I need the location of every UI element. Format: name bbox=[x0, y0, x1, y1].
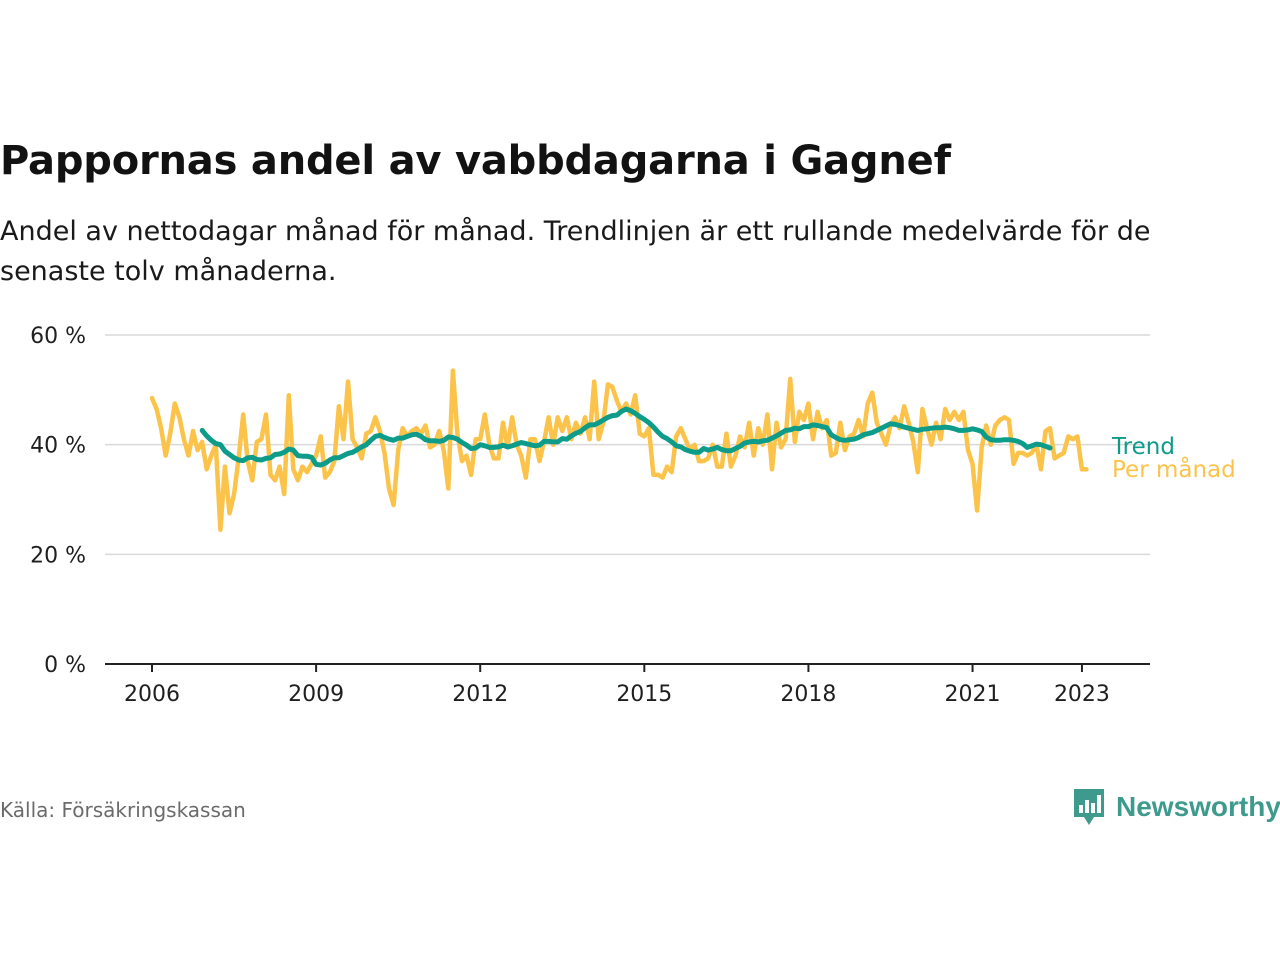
x-tick-label: 2018 bbox=[780, 682, 836, 707]
chart-subtitle: Andel av nettodagar månad för månad. Tre… bbox=[0, 216, 1151, 287]
line-chart: 0 % 20 % 40 % 60 % 2006 2009 2012 2015 2018 2021… bbox=[30, 324, 1236, 707]
series-label-trend: Trend bbox=[1111, 434, 1175, 460]
series-lines bbox=[149, 368, 1089, 532]
x-tick-label: 2009 bbox=[288, 682, 344, 707]
y-tick-label: 0 % bbox=[44, 653, 86, 678]
brand-name: Newsworthy bbox=[1116, 791, 1280, 822]
x-tick-label: 2006 bbox=[124, 682, 180, 707]
newsworthy-logo-icon bbox=[1074, 789, 1104, 825]
x-tick-label: 2023 bbox=[1054, 682, 1110, 707]
source-note: Källa: Försäkringskassan bbox=[0, 798, 246, 822]
x-tick-label: 2015 bbox=[616, 682, 672, 707]
x-tick-label: 2012 bbox=[452, 682, 508, 707]
y-tick-label: 20 % bbox=[30, 543, 86, 568]
series-line-per-manad bbox=[149, 368, 1089, 532]
y-tick-label: 40 % bbox=[30, 434, 86, 459]
series-label-per-manad: Per månad bbox=[1112, 455, 1236, 483]
x-tick-label: 2021 bbox=[945, 682, 1001, 707]
newsworthy-logo[interactable]: Newsworthy bbox=[1072, 786, 1280, 828]
y-axis: 0 % 20 % 40 % 60 % bbox=[30, 324, 86, 678]
x-axis: 2006 2009 2012 2015 2018 2021 2023 bbox=[124, 664, 1110, 707]
grid-lines bbox=[105, 334, 1150, 665]
series-line-trend bbox=[199, 406, 1053, 468]
chart-title: Pappornas andel av vabbdagarna i Gagnef bbox=[0, 138, 951, 184]
y-tick-label: 60 % bbox=[30, 324, 86, 349]
